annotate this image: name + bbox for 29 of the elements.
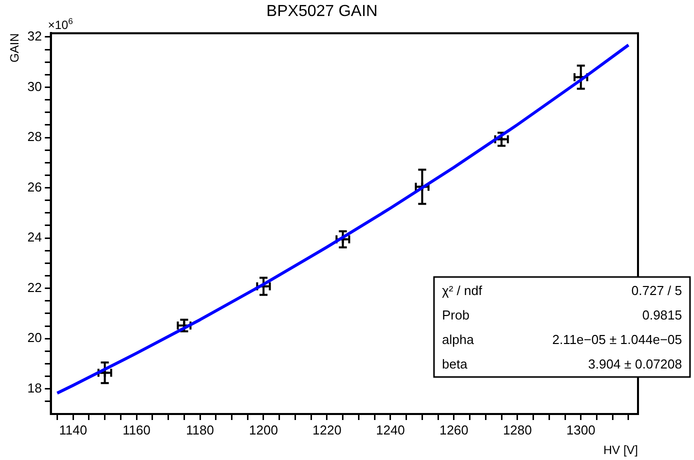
x-tick-label: 1180 <box>186 422 214 438</box>
y-tick-label: 20 <box>27 330 42 346</box>
annotation: 0.727 / 5 <box>631 283 682 298</box>
point <box>417 182 428 192</box>
y-tick-label: 18 <box>27 380 42 396</box>
annotation: Prob <box>442 308 470 322</box>
x-tick-label: 1200 <box>249 422 278 438</box>
y-tick-label: 22 <box>27 280 42 295</box>
annotation: 2.11e−05 ± 1.044e−05 <box>552 332 682 347</box>
x-tick-label: 1140 <box>59 422 88 438</box>
x-axis-title: HV [V] <box>603 443 638 458</box>
annotation: χ² / ndf <box>442 283 482 298</box>
x-tick-label: 1260 <box>439 422 468 438</box>
x-tick-label: 1240 <box>376 422 405 438</box>
x-tick-label: 1160 <box>122 422 151 438</box>
y-tick-label: 28 <box>27 129 42 144</box>
y-tick-label: 24 <box>27 230 42 245</box>
y-axis-title: GAIN <box>8 33 22 63</box>
annotation: 3.904 ± 0.07208 <box>588 356 682 372</box>
annotation: alpha <box>442 332 475 347</box>
x-tick-label: 1280 <box>502 422 532 438</box>
x-tick-label: 1220 <box>312 422 342 438</box>
y-tick-label: 32 <box>27 28 42 44</box>
chart-title: BPX5027 GAIN <box>266 3 378 20</box>
annotation: beta <box>442 356 468 372</box>
text: 0.9815 <box>642 308 682 322</box>
y-tick-label: 30 <box>27 78 42 94</box>
y-tick-label: 26 <box>27 179 42 194</box>
x-tick-label: 1300 <box>566 422 596 438</box>
